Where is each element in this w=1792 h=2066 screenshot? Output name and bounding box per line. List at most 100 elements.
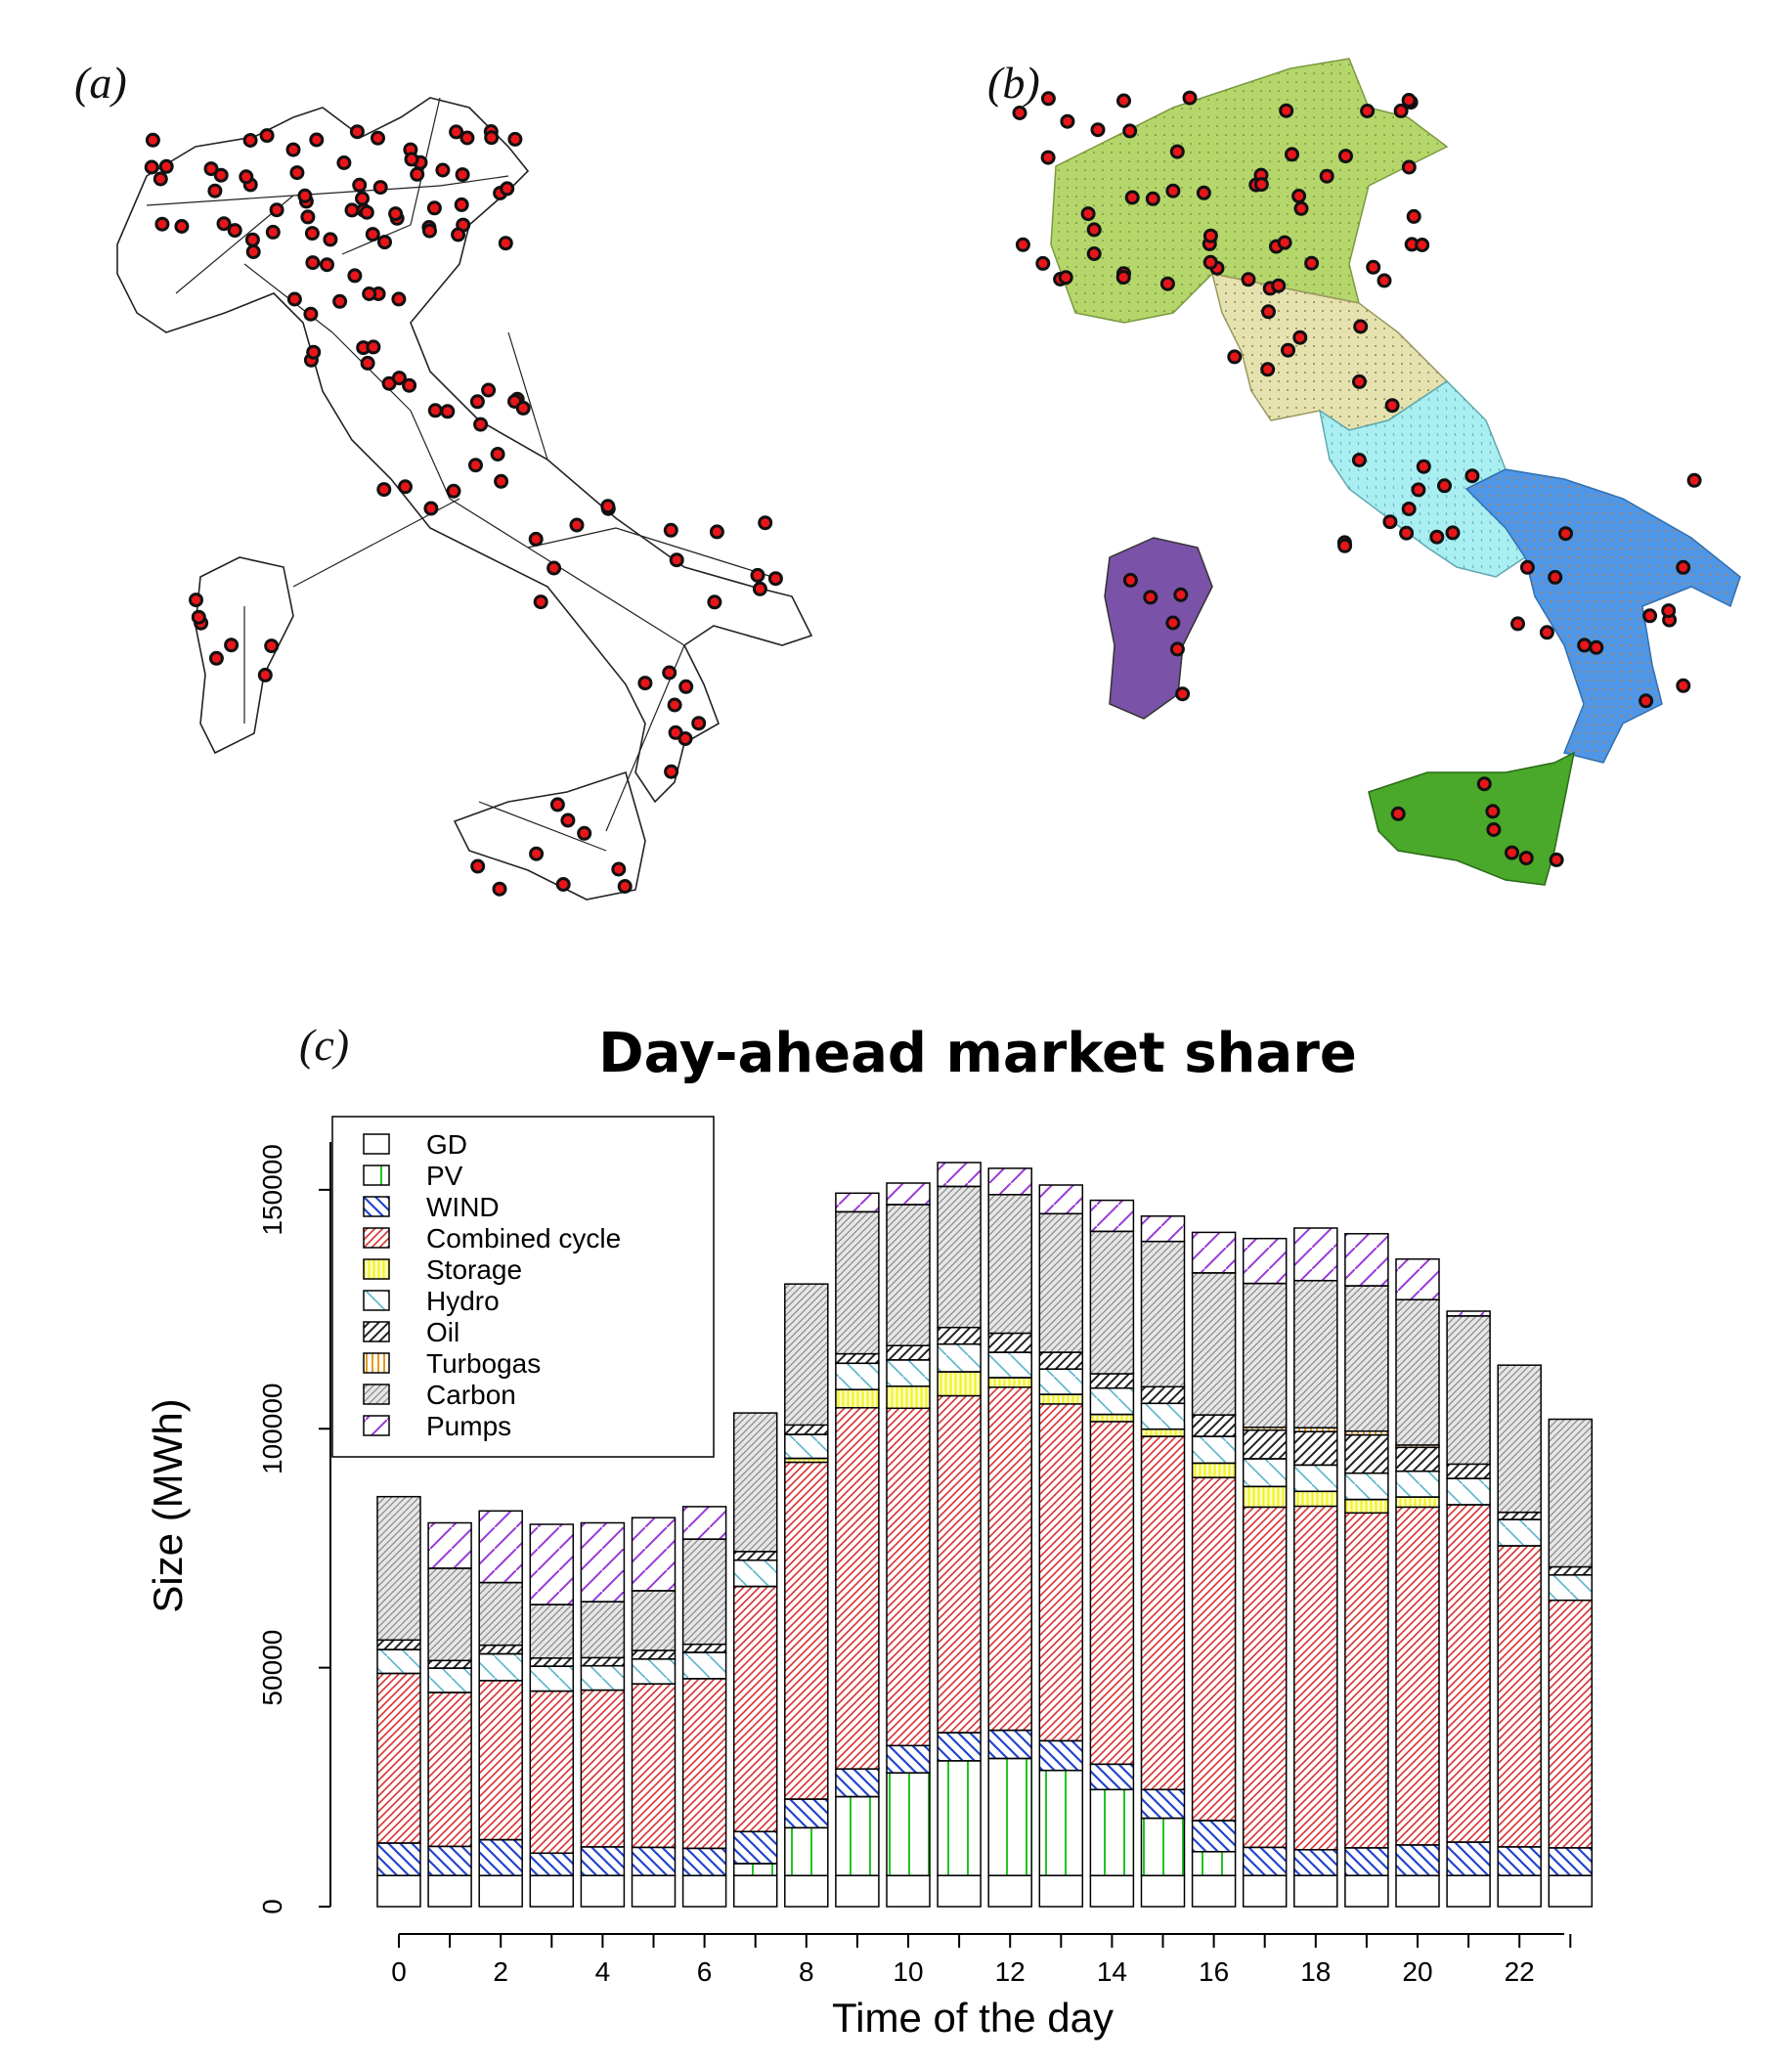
bar-segment-carbon xyxy=(1395,1298,1440,1446)
grid-node xyxy=(189,593,203,608)
bar-segment-pumps xyxy=(1395,1257,1440,1300)
zone-nodes xyxy=(1012,90,1702,867)
zone-node xyxy=(1040,91,1056,107)
bar-segment-hydro xyxy=(1191,1435,1237,1465)
bar-segment-hydro xyxy=(886,1359,931,1387)
bar-segment-gd xyxy=(1242,1874,1288,1908)
bar-segment-pumps xyxy=(1089,1199,1135,1233)
zone-node xyxy=(1253,177,1269,193)
grid-node xyxy=(297,188,313,203)
grid-node xyxy=(533,594,548,610)
grid-node xyxy=(388,206,404,222)
zone-node xyxy=(1124,190,1140,205)
zone-node xyxy=(1390,806,1406,821)
zone-node xyxy=(1035,255,1051,271)
grid-node xyxy=(490,447,505,462)
legend-swatch-carbon xyxy=(363,1384,390,1405)
bar-segment-hydro xyxy=(427,1667,472,1693)
bar-segment-gd xyxy=(580,1874,626,1908)
panel-b-market-zones-map xyxy=(1012,58,1741,886)
legend-swatch-oil xyxy=(363,1321,390,1342)
bar-segment-pv xyxy=(987,1757,1032,1876)
grid-node xyxy=(426,200,442,216)
grid-node xyxy=(667,697,682,713)
bar-segment-wind xyxy=(1293,1849,1338,1876)
grid-node xyxy=(377,235,392,250)
grid-node xyxy=(242,133,258,148)
legend-swatch-turbogas xyxy=(363,1352,390,1374)
bar-segment-wind xyxy=(1395,1844,1440,1877)
bar-segment-combined-cycle xyxy=(1497,1545,1542,1848)
grid-node xyxy=(668,725,683,740)
grid-node xyxy=(750,567,765,583)
bar-segment-wind xyxy=(681,1847,727,1877)
bar-segment-storage xyxy=(987,1377,1032,1388)
network-nodes xyxy=(144,124,783,897)
bar-segment-gd xyxy=(1344,1874,1389,1908)
legend-swatch-combined-cycle xyxy=(363,1227,390,1249)
grid-node xyxy=(309,132,325,148)
zone-node xyxy=(1291,189,1307,203)
bar-segment-hydro xyxy=(1089,1386,1135,1416)
bar-segment-oil xyxy=(987,1332,1032,1353)
grid-node xyxy=(239,169,254,185)
bar-segment-wind xyxy=(529,1852,575,1877)
bar-segment-pumps xyxy=(1242,1237,1288,1285)
bar-segment-wind xyxy=(987,1729,1032,1760)
grid-node xyxy=(422,223,437,239)
bar-segment-combined-cycle xyxy=(580,1689,626,1848)
grid-node xyxy=(213,167,229,183)
legend-label-combined-cycle: Combined cycle xyxy=(426,1223,621,1253)
bar-segment-oil xyxy=(886,1344,931,1361)
zone-node xyxy=(1519,559,1535,575)
zone-node xyxy=(1384,398,1400,414)
grid-node xyxy=(269,202,284,218)
grid-node xyxy=(423,501,439,516)
zone-node xyxy=(1589,639,1604,655)
legend-swatch-wind xyxy=(363,1196,390,1217)
grid-node xyxy=(203,161,219,177)
zone-node xyxy=(1401,502,1417,516)
grid-node xyxy=(752,581,767,596)
x-tick-label: 0 xyxy=(391,1956,407,1987)
grid-node xyxy=(344,202,360,218)
bar-segment-gd xyxy=(376,1874,421,1908)
zone-node xyxy=(1012,106,1027,120)
zone-node xyxy=(1173,587,1189,602)
grid-node xyxy=(528,531,544,547)
zone-node xyxy=(1281,342,1295,358)
legend-swatch-gd xyxy=(363,1133,390,1155)
zone-node xyxy=(1122,572,1138,588)
grid-node xyxy=(492,881,507,897)
bar-segment-pumps xyxy=(580,1521,626,1603)
zone-node xyxy=(1476,776,1492,792)
zone-node xyxy=(1353,319,1369,334)
zone-node xyxy=(1437,478,1452,494)
bar-segment-storage xyxy=(1089,1413,1135,1423)
legend-label-carbon: Carbon xyxy=(426,1380,516,1410)
zone-node xyxy=(1227,349,1243,365)
bar-segment-pumps xyxy=(1293,1227,1338,1282)
bar-segment-combined-cycle xyxy=(1038,1403,1084,1742)
grid-node xyxy=(320,257,334,273)
bar-segment-combined-cycle xyxy=(681,1678,727,1850)
grid-node xyxy=(289,165,305,181)
grid-node xyxy=(454,197,469,212)
bar-segment-pv xyxy=(835,1795,880,1876)
y-axis-ticks: 0 50000 100000 150000 xyxy=(257,1144,330,1914)
grid-node xyxy=(473,417,489,432)
zone-node xyxy=(1261,304,1276,320)
bar-segment-pumps xyxy=(1191,1231,1237,1274)
grid-node xyxy=(323,232,338,247)
bar-segment-combined-cycle xyxy=(478,1680,523,1841)
bar-segment-carbon xyxy=(376,1495,421,1642)
zone-node xyxy=(1319,168,1334,184)
zone-node xyxy=(1686,472,1702,488)
bar-segment-storage xyxy=(1344,1498,1389,1515)
bar-segment-wind xyxy=(1548,1847,1594,1876)
zone-node xyxy=(1337,538,1353,553)
zone-node xyxy=(1271,278,1287,293)
legend-label-pv: PV xyxy=(426,1161,463,1191)
grid-node xyxy=(664,764,679,779)
